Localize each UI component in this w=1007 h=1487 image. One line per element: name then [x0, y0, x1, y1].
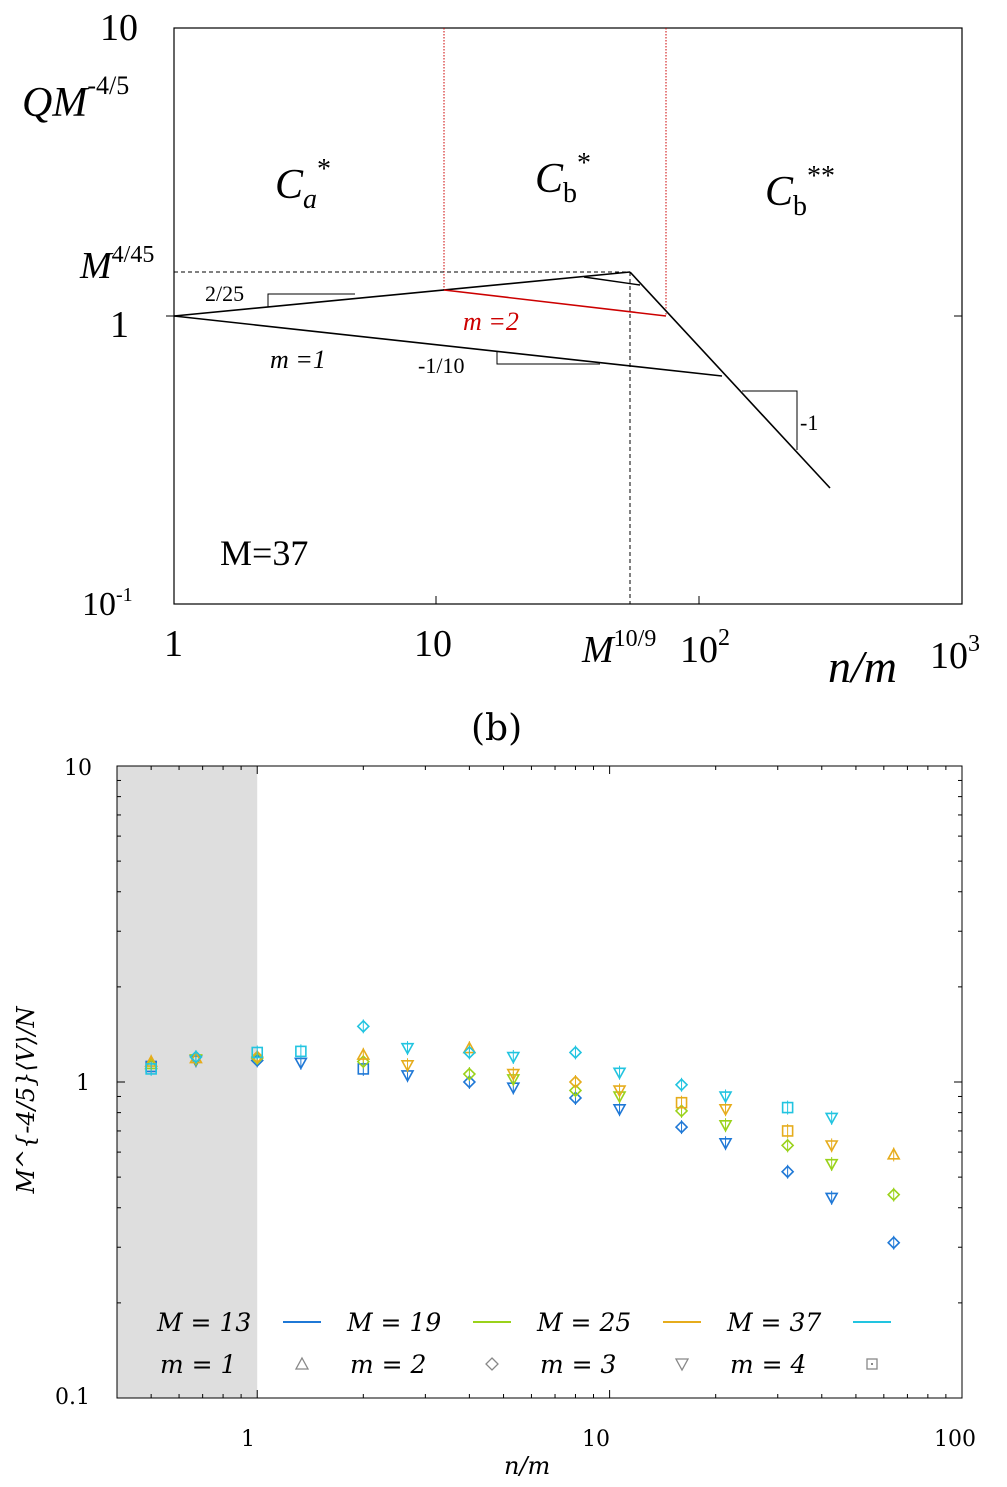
- point-M13-diamond: [674, 1120, 689, 1135]
- data-points: [144, 1019, 901, 1250]
- slope-triangle-steep: [742, 390, 798, 450]
- region-cbb: Cb**: [765, 161, 835, 222]
- point-M25-triangle-down: [400, 1058, 415, 1073]
- region-ca: Ca*: [275, 154, 331, 215]
- point-M19-diamond: [887, 1187, 901, 1202]
- panel-b-chart: 1 10 100 0.1 1 10 n/m M^{-4/5}⟨V⟩/N M = …: [12, 756, 976, 1480]
- slope-label-steep: -1: [800, 410, 818, 435]
- y-tick-10: 10: [100, 7, 138, 49]
- legend-square-icon: [866, 1358, 878, 1370]
- x-axis-label-b: n/m: [504, 1452, 550, 1480]
- legend-triangle-up-icon: [294, 1356, 310, 1370]
- y-axis-label: QM-4/5: [22, 71, 129, 126]
- y-tick-1: 1: [110, 304, 129, 346]
- legend-m13-label: M = 13: [156, 1308, 251, 1337]
- label-m2: m =2: [463, 307, 519, 336]
- point-M37-triangle-down: [824, 1110, 839, 1126]
- point-M25-diamond: [568, 1075, 583, 1089]
- slope-triangle-up: [267, 293, 355, 307]
- point-M25-square: [781, 1123, 794, 1138]
- line-m2: [443, 289, 667, 317]
- point-M19-diamond: [780, 1138, 795, 1153]
- point-M13-diamond: [887, 1235, 901, 1250]
- point-M13-triangle-down: [718, 1136, 733, 1151]
- x-tick-label-1: 1: [241, 1427, 255, 1452]
- point-M37-square: [295, 1044, 307, 1059]
- line-m1: [173, 315, 723, 377]
- shaded-region: [117, 766, 258, 1398]
- panel-b-frame: [116, 765, 963, 1399]
- mass-label: M=37: [220, 533, 308, 573]
- legend: M = 13 M = 19 M = 25 M = 37 m = 1 m = 2 …: [156, 1308, 891, 1379]
- x-axis-label: n/m: [828, 641, 897, 692]
- point-M37-square: [251, 1045, 264, 1060]
- point-M25-triangle-down: [824, 1138, 839, 1153]
- legend-m25-label: M = 25: [536, 1308, 631, 1337]
- point-M13-triangle-down: [824, 1190, 839, 1205]
- x-mark-m109: M10/9: [581, 626, 656, 671]
- point-M25-triangle-up: [356, 1047, 371, 1062]
- point-M13-triangle-down: [612, 1102, 627, 1117]
- point-M37-diamond: [189, 1049, 203, 1064]
- point-M25-triangle-down: [506, 1067, 521, 1082]
- y-mark-m445: M4/45: [79, 242, 154, 287]
- point-M37-triangle-down: [400, 1041, 415, 1056]
- point-M25-square: [675, 1095, 688, 1110]
- legend-m19-label: M = 19: [346, 1308, 441, 1337]
- legend-m37-label: M = 37: [726, 1308, 821, 1337]
- point-M37-diamond: [568, 1045, 583, 1060]
- point-M37-square: [781, 1100, 794, 1115]
- panel-a-frame: [173, 27, 963, 605]
- slope-triangle-down: [496, 352, 600, 365]
- line-rise: [173, 271, 631, 317]
- point-M37-diamond: [356, 1019, 370, 1034]
- x-tick-1: 1: [164, 623, 183, 665]
- label-m1: m =1: [270, 345, 326, 374]
- legend-m1-label: m = 1: [160, 1350, 236, 1379]
- point-M37-diamond: [674, 1077, 689, 1092]
- x-tick-100: 102: [680, 625, 730, 671]
- x-tick-10: 10: [414, 623, 452, 665]
- point-M19-diamond: [462, 1067, 477, 1082]
- panel-a-diagram: 10 1 10-1 1 10 102 103 QM-4/5 n/m Ca* Cb…: [22, 7, 980, 692]
- x-tick-label-10: 10: [582, 1427, 610, 1452]
- legend-diamond-icon: [485, 1357, 499, 1371]
- point-M13-diamond: [780, 1164, 795, 1179]
- legend-m4-label: m = 4: [730, 1350, 806, 1379]
- point-M19-triangle-down: [824, 1157, 839, 1172]
- point-M37-triangle-down: [612, 1065, 627, 1080]
- point-M37-triangle-down: [718, 1089, 733, 1104]
- region-cb: Cb*: [535, 148, 591, 209]
- point-M25-triangle-down: [718, 1102, 733, 1117]
- y-tick-label-1: 1: [76, 1071, 90, 1096]
- slope-label-down: -1/10: [418, 353, 464, 378]
- panel-b-label: (b): [471, 708, 522, 749]
- legend-triangle-down-icon: [674, 1358, 690, 1372]
- point-M37-diamond: [462, 1045, 477, 1060]
- line-steep: [629, 271, 831, 489]
- slope-label-up: 2/25: [205, 281, 244, 306]
- point-M19-triangle-down: [718, 1118, 733, 1133]
- point-M37-triangle-down: [506, 1049, 521, 1065]
- legend-m3-label: m = 3: [540, 1350, 616, 1379]
- y-axis-label-b: M^{-4/5}⟨V⟩/N: [12, 1005, 40, 1194]
- legend-m2-label: m = 2: [350, 1350, 426, 1379]
- x-tick-label-100: 100: [934, 1427, 976, 1452]
- y-tick-0.1: 10-1: [82, 584, 133, 623]
- x-tick-1000: 103: [930, 631, 980, 677]
- point-M25-triangle-down: [612, 1083, 627, 1098]
- y-tick-label-0.1: 0.1: [55, 1385, 90, 1410]
- y-tick-label-10: 10: [64, 756, 92, 781]
- point-M37-square: [145, 1061, 157, 1076]
- point-M25-triangle-up: [886, 1147, 901, 1162]
